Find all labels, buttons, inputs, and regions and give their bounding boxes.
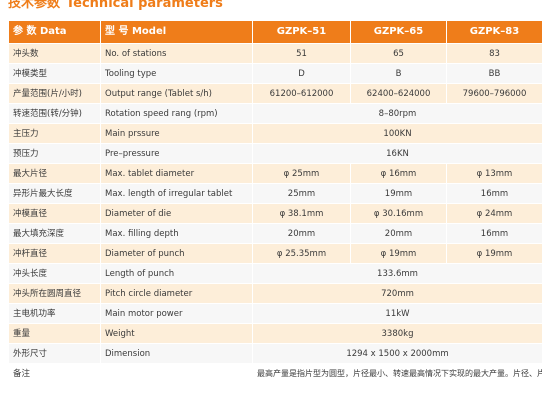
header-row: 参 数 Data 型 号 Model GZPK–51 GZPK–65 GZPK–… — [8, 20, 543, 44]
param-value-gzpk65: B — [350, 63, 447, 84]
table-row: 主电机功率 Main motor power 11kW — [8, 303, 543, 324]
param-value-gzpk83: φ 24mm — [446, 203, 543, 224]
param-name-en: Length of punch — [100, 263, 253, 284]
param-name-cn: 异形片最大长度 — [8, 183, 101, 204]
param-name-en: Main motor power — [100, 303, 253, 324]
header-model-1: GZPK–51 — [252, 20, 351, 44]
header-model-3: GZPK–83 — [446, 20, 543, 44]
param-value-gzpk51: 61200–612000 — [252, 83, 351, 104]
header-model: 型 号 Model — [100, 20, 253, 44]
param-value-gzpk65: φ 30.16mm — [350, 203, 447, 224]
param-name-cn: 重量 — [8, 323, 101, 344]
table-row: 产量范围(片/小时) Output range (Tablet s/h) 61200… — [8, 83, 543, 104]
param-value-shared: 1294 x 1500 x 2000mm — [252, 343, 543, 364]
remark-text: 最高产量是指片型为圆型，片径最小、转速最高情况下实现的最大产量。片径、片型不同，… — [252, 363, 543, 388]
param-name-cn: 预压力 — [8, 143, 101, 164]
table-row: 冲头长度 Length of punch 133.6mm — [8, 263, 543, 284]
table-row: 冲头所在圆周直径 Pitch circle diameter 720mm — [8, 283, 543, 304]
table-row: 冲杆直径 Diameter of punch φ 25.35mm φ 19mm φ 19… — [8, 243, 543, 264]
param-name-en: No. of stations — [100, 43, 253, 64]
param-name-en: Diameter of die — [100, 203, 253, 224]
title-en: Technical parameters — [66, 0, 223, 11]
param-value-gzpk65: 62400–624000 — [350, 83, 447, 104]
table-row: 冲模直径 Diameter of die φ 38.1mm φ 30.16mm φ 24… — [8, 203, 543, 224]
param-value-gzpk83: 79600–796000 — [446, 83, 543, 104]
param-name-cn: 冲模直径 — [8, 203, 101, 224]
param-name-cn: 外形尺寸 — [8, 343, 101, 364]
param-name-en: Max. length of irregular tablet — [100, 183, 253, 204]
param-name-en: Max. tablet diameter — [100, 163, 253, 184]
param-name-cn: 冲头数 — [8, 43, 101, 64]
param-value-gzpk65: φ 16mm — [350, 163, 447, 184]
param-name-cn: 产量范围(片/小时) — [8, 83, 101, 104]
remark-empty — [100, 363, 253, 388]
param-name-en: Weight — [100, 323, 253, 344]
param-value-gzpk83: 16mm — [446, 223, 543, 244]
remark-row: 备注 最高产量是指片型为圆型，片径最小、转速最高情况下实现的最大产量。片径、片型… — [8, 363, 543, 388]
param-value-gzpk83: φ 19mm — [446, 243, 543, 264]
header-model-2: GZPK–65 — [350, 20, 447, 44]
param-value-gzpk83: 83 — [446, 43, 543, 64]
param-name-en: Tooling type — [100, 63, 253, 84]
param-value-gzpk83: 16mm — [446, 183, 543, 204]
param-name-en: Pitch circle diameter — [100, 283, 253, 304]
param-name-cn: 最大填充深度 — [8, 223, 101, 244]
param-value-gzpk65: 65 — [350, 43, 447, 64]
table-row: 主压力 Main prssure 100KN — [8, 123, 543, 144]
table-row: 外形尺寸 Dimension 1294 x 1500 x 2000mm — [8, 343, 543, 364]
param-value-gzpk83: BB — [446, 63, 543, 84]
param-value-shared: 720mm — [252, 283, 543, 304]
param-value-shared: 133.6mm — [252, 263, 543, 284]
param-value-shared: 11kW — [252, 303, 543, 324]
param-name-en: Diameter of punch — [100, 243, 253, 264]
title-cn: 技术参数 — [8, 0, 61, 11]
param-value-gzpk83: φ 13mm — [446, 163, 543, 184]
param-value-gzpk51: φ 38.1mm — [252, 203, 351, 224]
remark-label: 备注 — [8, 363, 101, 388]
param-name-en: Main prssure — [100, 123, 253, 144]
table-row: 重量 Weight 3380kg — [8, 323, 543, 344]
param-value-gzpk51: φ 25.35mm — [252, 243, 351, 264]
param-value-gzpk65: 19mm — [350, 183, 447, 204]
param-value-shared: 100KN — [252, 123, 543, 144]
table-row: 异形片最大长度 Max. length of irregular tablet 25… — [8, 183, 543, 204]
param-name-en: Max. filling depth — [100, 223, 253, 244]
param-name-en: Rotation speed rang (rpm) — [100, 103, 253, 124]
table-row: 最大片径 Max. tablet diameter φ 25mm φ 16mm φ 13… — [8, 163, 543, 184]
param-name-en: Output range (Tablet s/h) — [100, 83, 253, 104]
param-value-shared: 8–80rpm — [252, 103, 543, 124]
param-value-gzpk51: D — [252, 63, 351, 84]
spec-body: 冲头数 No. of stations 51 65 83 冲模类型 Tooling type… — [8, 43, 543, 388]
param-name-cn: 主电机功率 — [8, 303, 101, 324]
table-row: 冲模类型 Tooling type D B BB — [8, 63, 543, 84]
table-row: 预压力 Pre–pressure 16KN — [8, 143, 543, 164]
param-name-en: Pre–pressure — [100, 143, 253, 164]
page-title: 技术参数 Technical parameters — [8, 0, 223, 13]
table-row: 最大填充深度 Max. filling depth 20mm 20mm 16mm — [8, 223, 543, 244]
param-value-gzpk51: 51 — [252, 43, 351, 64]
table-row: 冲头数 No. of stations 51 65 83 — [8, 43, 543, 64]
param-value-gzpk65: φ 19mm — [350, 243, 447, 264]
header-param: 参 数 Data — [8, 20, 101, 44]
param-name-cn: 冲模类型 — [8, 63, 101, 84]
param-value-gzpk65: 20mm — [350, 223, 447, 244]
param-value-gzpk51: 25mm — [252, 183, 351, 204]
param-name-cn: 转速范围(转/分钟) — [8, 103, 101, 124]
param-value-gzpk51: φ 25mm — [252, 163, 351, 184]
param-name-cn: 主压力 — [8, 123, 101, 144]
param-name-cn: 冲头所在圆周直径 — [8, 283, 101, 304]
param-value-gzpk51: 20mm — [252, 223, 351, 244]
param-name-cn: 冲杆直径 — [8, 243, 101, 264]
spec-table: 参 数 Data 型 号 Model GZPK–51 GZPK–65 GZPK–… — [8, 20, 543, 388]
param-value-shared: 16KN — [252, 143, 543, 164]
table-row: 转速范围(转/分钟) Rotation speed rang (rpm) 8–80r… — [8, 103, 543, 124]
param-name-cn: 最大片径 — [8, 163, 101, 184]
param-name-cn: 冲头长度 — [8, 263, 101, 284]
param-name-en: Dimension — [100, 343, 253, 364]
param-value-shared: 3380kg — [252, 323, 543, 344]
